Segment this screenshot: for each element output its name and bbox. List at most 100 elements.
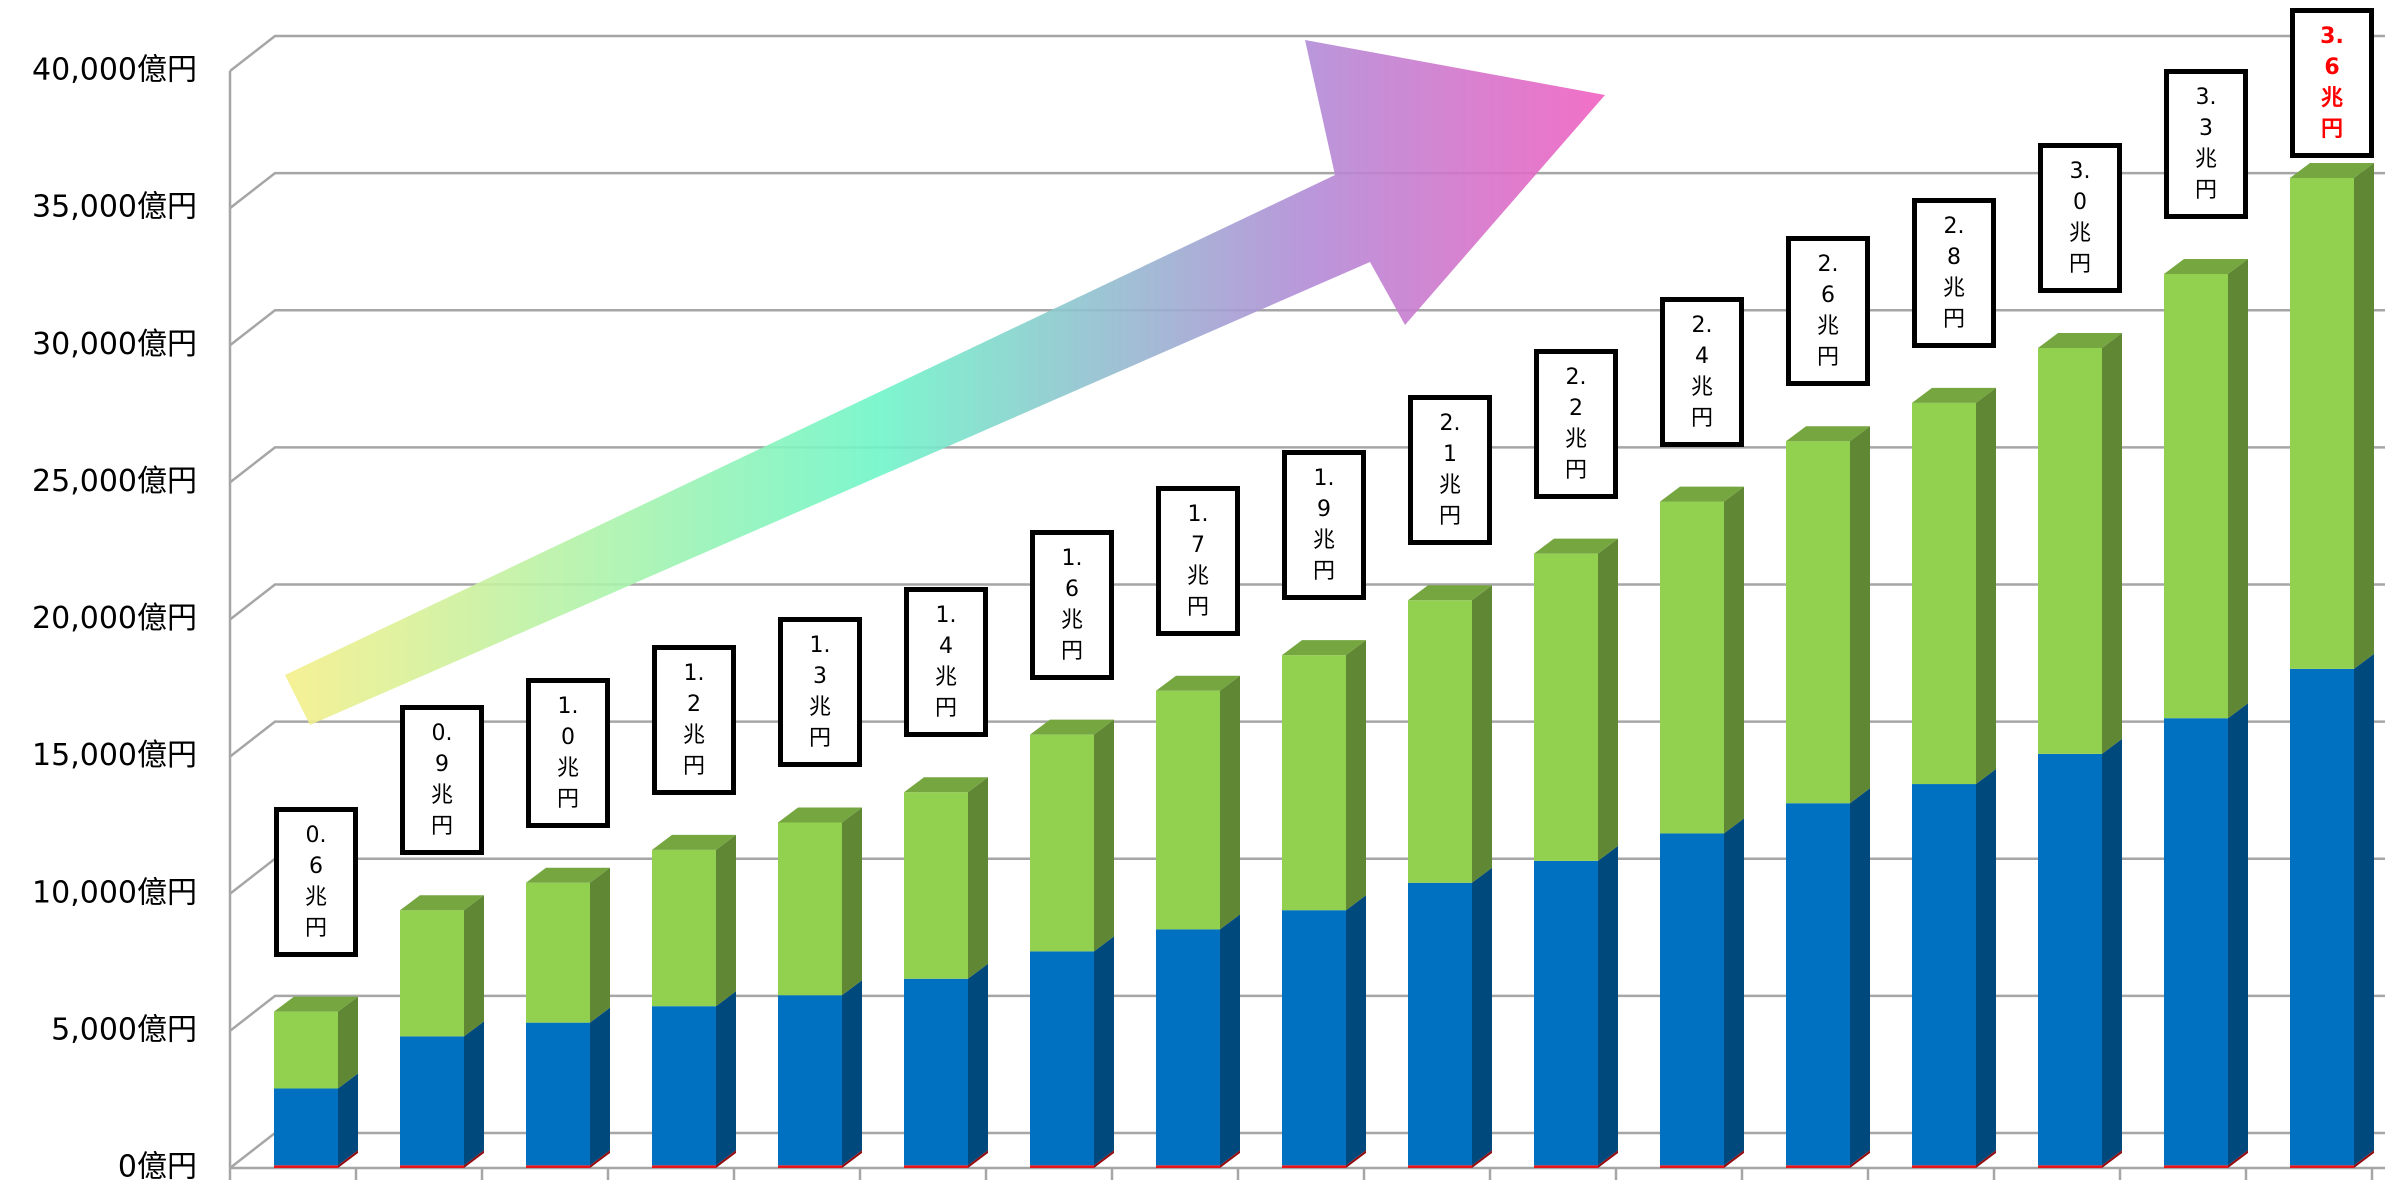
bar-side <box>2354 163 2374 669</box>
total-label: 2.2兆円 <box>1534 349 1618 499</box>
bar <box>526 1165 590 1168</box>
bar <box>1786 1165 1850 1168</box>
bar <box>652 1006 716 1165</box>
total-label: 1.9兆円 <box>1282 450 1366 600</box>
bar <box>2290 669 2354 1165</box>
total-label: 1.0兆円 <box>526 678 610 828</box>
bar-side <box>1850 788 1870 1165</box>
bar <box>778 822 842 995</box>
total-label: 0.9兆円 <box>400 705 484 855</box>
bar-side <box>464 1021 484 1165</box>
total-label: 1.2兆円 <box>652 645 736 795</box>
bar <box>1408 1165 1472 1168</box>
bar <box>1408 883 1472 1165</box>
bar-side <box>1598 846 1618 1165</box>
total-label: 2.1兆円 <box>1408 395 1492 545</box>
y-tick-label: 5,000億円 <box>51 1012 197 1047</box>
bar-side <box>1472 585 1492 882</box>
bar-side <box>1976 388 1996 784</box>
bar <box>1912 1165 1976 1168</box>
bar-side <box>2228 259 2248 718</box>
bar-side <box>590 1008 610 1166</box>
bar-side <box>1220 676 1240 930</box>
bar <box>2038 348 2102 754</box>
bar-side <box>1094 936 1114 1165</box>
bar-side <box>1220 914 1240 1165</box>
bar-side <box>716 835 736 1006</box>
bar <box>2290 1165 2354 1168</box>
bar <box>1660 502 1724 834</box>
bar <box>2038 754 2102 1165</box>
bar <box>1786 803 1850 1165</box>
bar-side <box>1850 426 1870 803</box>
bar-side <box>2228 703 2248 1165</box>
total-label: 1.4兆円 <box>904 587 988 737</box>
bar <box>1534 861 1598 1165</box>
bar <box>904 1165 968 1168</box>
bar <box>1282 655 1346 910</box>
y-tick-label: 10,000億円 <box>32 875 197 910</box>
total-label: 1.7兆円 <box>1156 486 1240 636</box>
bar <box>1030 735 1094 952</box>
bar-side <box>842 980 862 1165</box>
bar <box>400 1165 464 1168</box>
bar <box>778 995 842 1165</box>
bar <box>2164 1165 2228 1168</box>
bar-side <box>1598 539 1618 861</box>
bar <box>1282 1165 1346 1168</box>
total-label: 2.6兆円 <box>1786 236 1870 386</box>
y-tick-label: 0億円 <box>118 1150 197 1185</box>
bar <box>1156 1165 1220 1168</box>
bar <box>778 1165 842 1168</box>
bar-side <box>464 895 484 1036</box>
bar <box>1660 1165 1724 1168</box>
bar <box>904 979 968 1165</box>
total-label: 1.3兆円 <box>778 617 862 767</box>
bar-side <box>1724 487 1744 834</box>
bar <box>526 883 590 1023</box>
bar <box>1156 691 1220 930</box>
bar <box>2164 274 2228 718</box>
bar-side <box>2102 333 2122 754</box>
total-label: 3.0兆円 <box>2038 143 2122 293</box>
bar-side <box>1346 640 1366 910</box>
bar <box>274 1012 338 1089</box>
y-tick-label: 20,000億円 <box>32 601 197 636</box>
bar-side <box>1976 769 1996 1165</box>
total-label: 3.3兆円 <box>2164 69 2248 219</box>
bar <box>1408 600 1472 882</box>
bar-side <box>1094 720 1114 952</box>
bar-side <box>1724 818 1744 1165</box>
bar-side <box>1346 895 1366 1165</box>
bar-side <box>968 964 988 1165</box>
bar <box>1282 910 1346 1165</box>
bar-side <box>338 997 358 1089</box>
bar-side <box>590 868 610 1023</box>
bar <box>2164 718 2228 1165</box>
total-label: 0.6兆円 <box>274 807 358 957</box>
bar <box>904 792 968 978</box>
bar <box>274 1165 338 1168</box>
bar-side <box>338 1073 358 1165</box>
bar-side <box>1472 868 1492 1165</box>
bar <box>1534 554 1598 861</box>
bar <box>1534 1165 1598 1168</box>
bar <box>1156 929 1220 1165</box>
bar-side <box>842 807 862 995</box>
y-tick-label: 35,000億円 <box>32 190 197 225</box>
total-label: 2.8兆円 <box>1912 198 1996 348</box>
total-label: 1.6兆円 <box>1030 530 1114 680</box>
bar <box>526 1023 590 1166</box>
bar <box>652 850 716 1006</box>
bar <box>2290 178 2354 669</box>
y-tick-label: 25,000億円 <box>32 464 197 499</box>
bar-side <box>2354 654 2374 1165</box>
bar-side <box>2102 739 2122 1165</box>
bar <box>1912 403 1976 784</box>
bar <box>1660 833 1724 1165</box>
y-tick-label: 30,000億円 <box>32 327 197 362</box>
y-tick-label: 40,000億円 <box>32 53 197 88</box>
bar <box>652 1165 716 1168</box>
total-label: 2.4兆円 <box>1660 297 1744 447</box>
total-label: 3.6兆円 <box>2290 8 2374 158</box>
